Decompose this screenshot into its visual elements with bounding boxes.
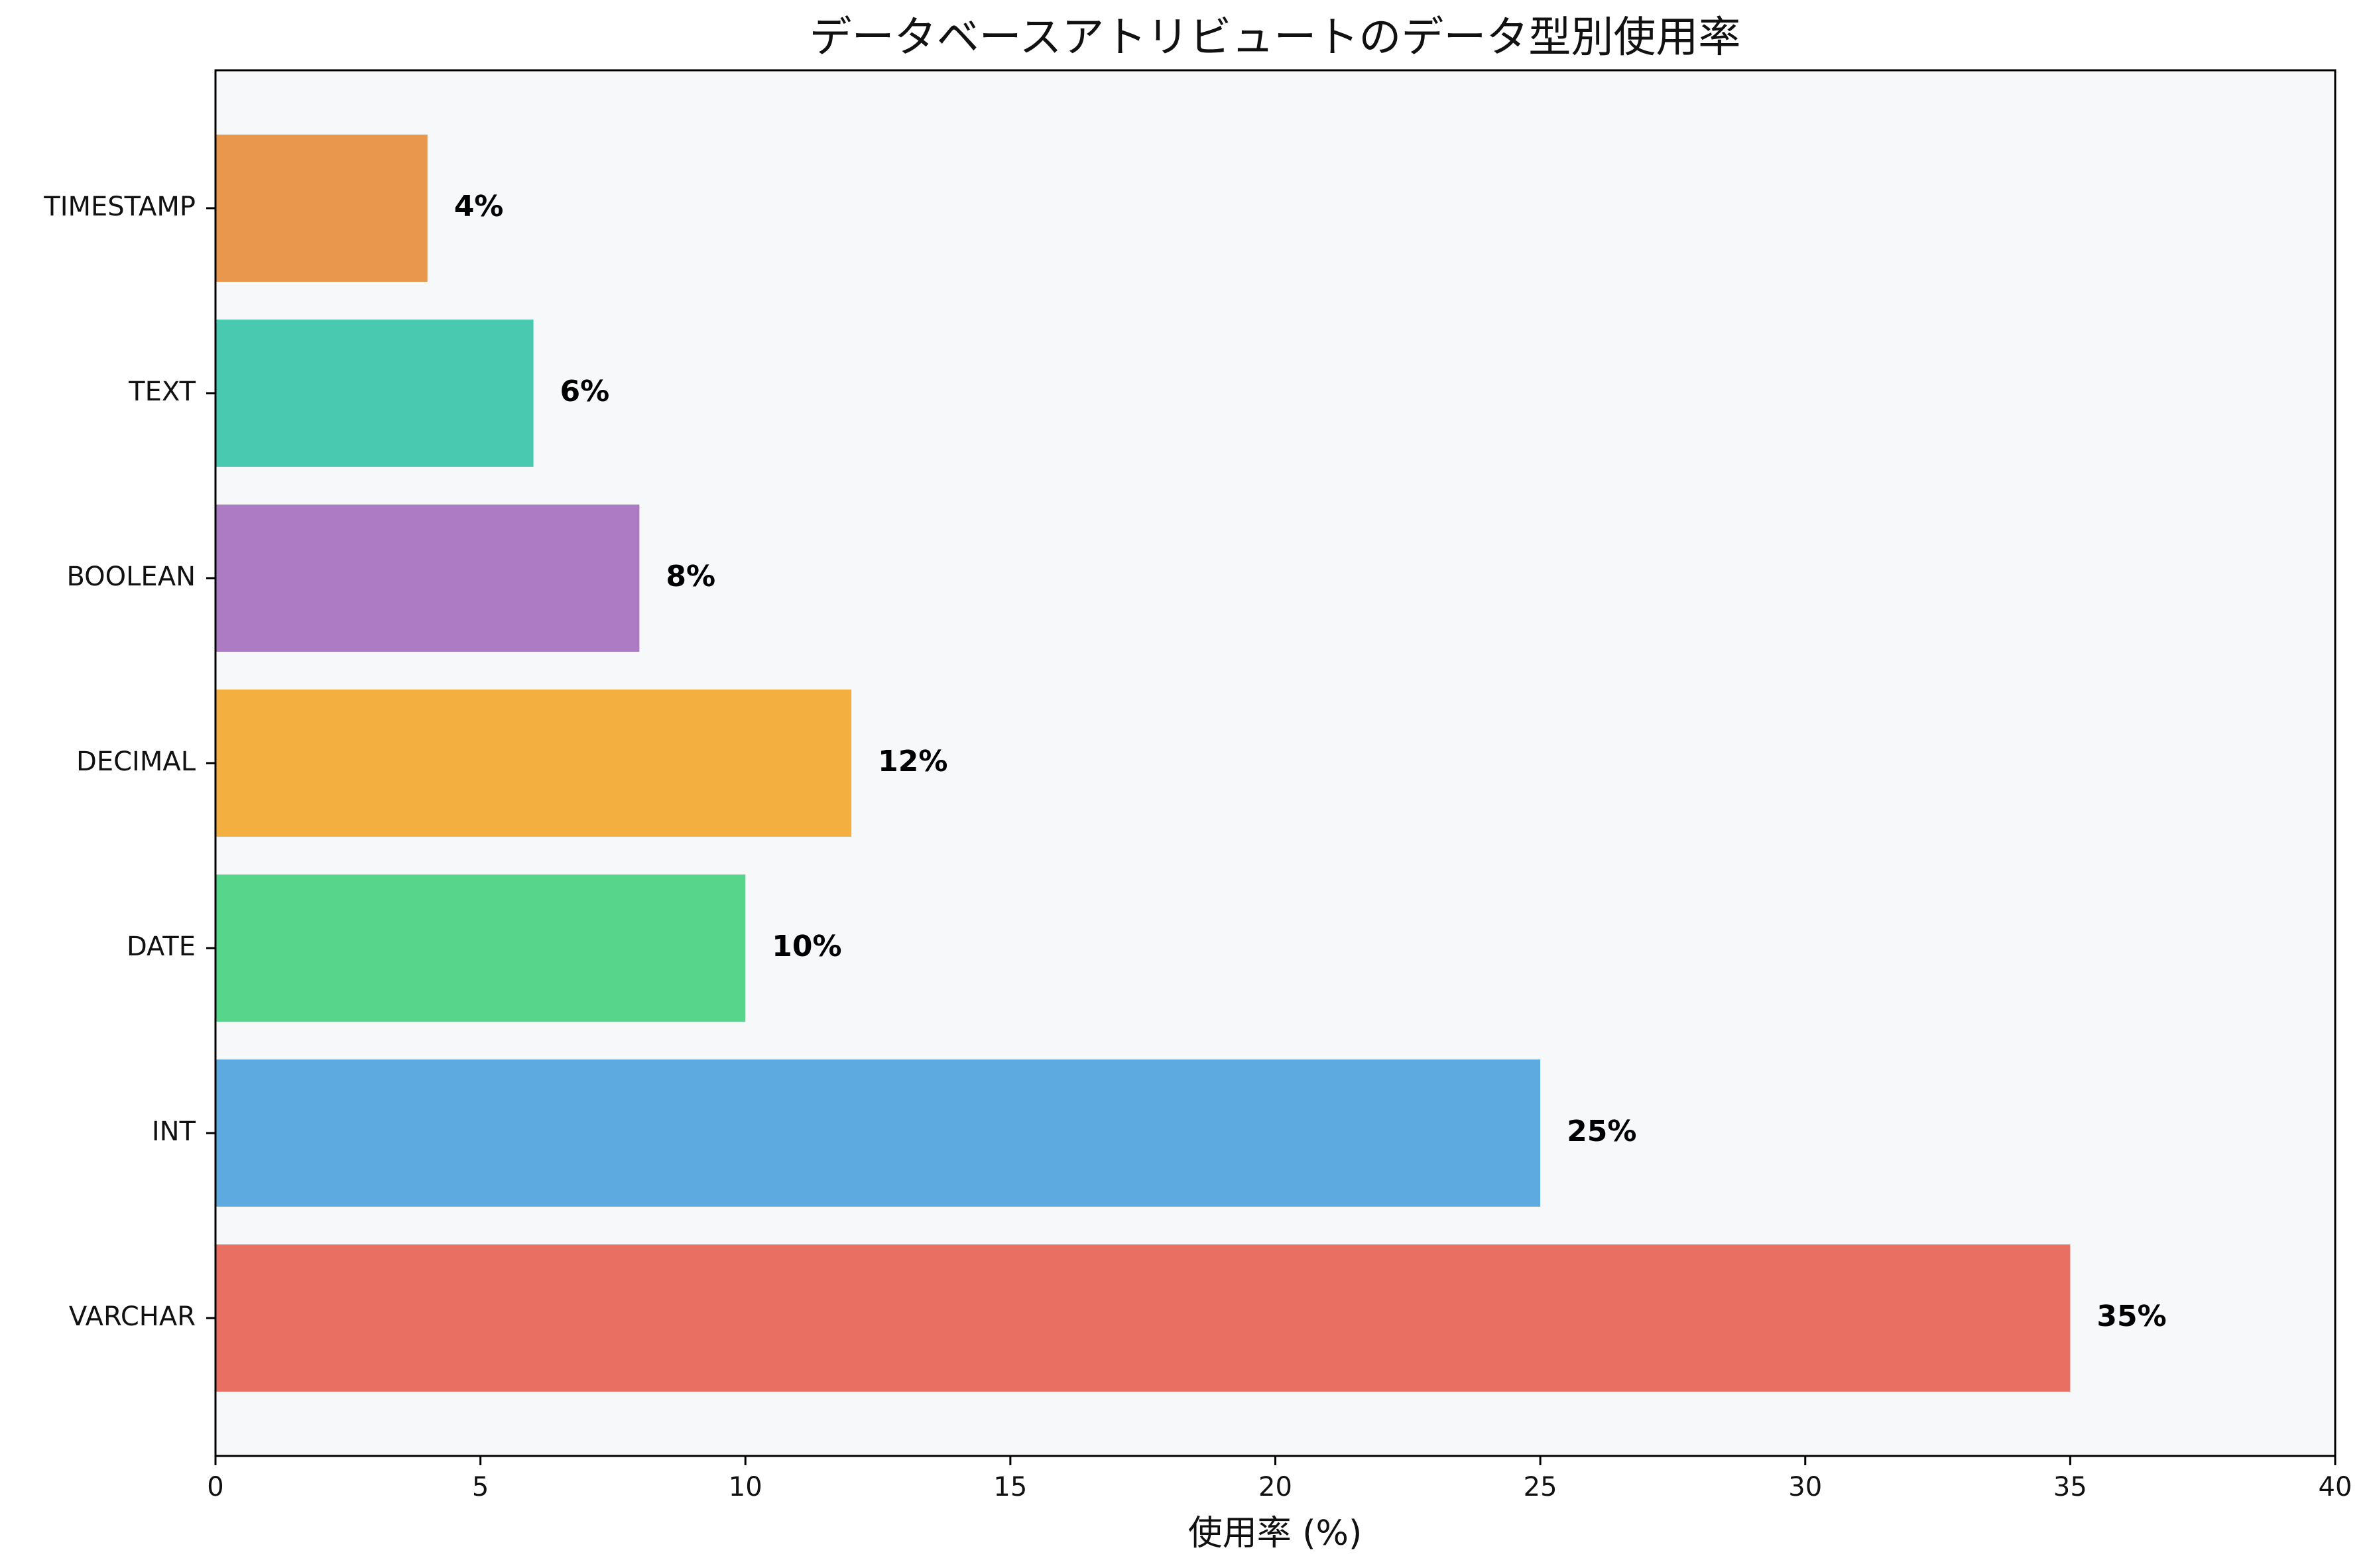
y-tick-label: INT (152, 1116, 196, 1147)
y-tick-label: DECIMAL (76, 747, 196, 777)
bar-timestamp (215, 135, 428, 282)
x-axis-ticks: 0 5 10 15 20 25 30 35 40 (207, 1456, 2352, 1502)
x-tick-label: 40 (2319, 1472, 2352, 1502)
data-label-text: 6% (560, 375, 610, 408)
x-tick-label: 35 (2053, 1472, 2087, 1502)
x-tick-label: 5 (472, 1472, 489, 1502)
y-tick-label: TEXT (128, 377, 196, 407)
y-tick-label: VARCHAR (69, 1301, 196, 1332)
x-tick-label: 25 (1524, 1472, 1557, 1502)
x-tick-label: 10 (729, 1472, 762, 1502)
data-label-date: 10% (772, 930, 841, 963)
chart-title: データベースアトリビュートのデータ型別使用率 (810, 13, 1741, 62)
data-label-timestamp: 4% (454, 190, 504, 223)
x-tick-label: 30 (1788, 1472, 1822, 1502)
y-axis-ticks: VARCHAR INT DATE DECIMAL BOOLEAN TEXT TIMESTAM… (43, 192, 215, 1332)
plot-frame (214, 69, 2337, 1457)
data-label-boolean: 8% (666, 560, 715, 593)
data-label-varchar: 35% (2096, 1299, 2166, 1333)
bar-text (215, 320, 534, 467)
bar-varchar (215, 1244, 2071, 1392)
bar-boolean (215, 505, 640, 652)
x-tick-label: 15 (993, 1472, 1027, 1502)
y-tick-label: TIMESTAMP (43, 192, 196, 222)
bar-decimal (215, 690, 852, 837)
data-label-decimal: 12% (878, 745, 947, 778)
x-tick-label: 20 (1258, 1472, 1292, 1502)
bar-int (215, 1059, 1541, 1207)
y-tick-label: BOOLEAN (66, 562, 196, 592)
bars (215, 135, 2071, 1392)
data-label-int: 25% (1567, 1115, 1636, 1148)
x-axis-label: 使用率 (%) (1188, 1514, 1363, 1553)
bar-date (215, 874, 746, 1022)
data-labels: 35% 25% 10% 12% 8% 6% 4% (454, 190, 2167, 1333)
y-tick-label: DATE (127, 932, 196, 962)
x-tick-label: 0 (207, 1472, 223, 1502)
